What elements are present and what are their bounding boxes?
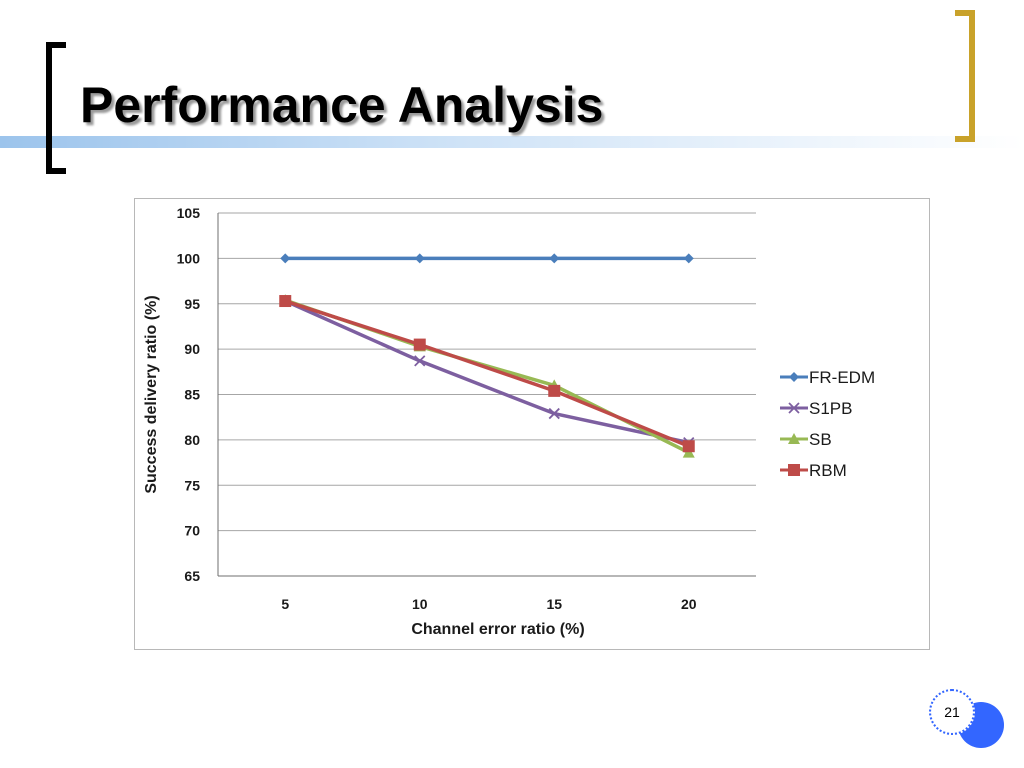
y-tick-label: 95	[184, 296, 200, 312]
data-point-rbm	[548, 384, 561, 397]
legend-label: S1PB	[809, 399, 852, 418]
data-point-fr-edm	[549, 253, 560, 264]
y-tick-label: 70	[184, 523, 200, 539]
data-point-s1pb	[414, 355, 426, 367]
data-point-fr-edm	[414, 253, 425, 264]
line-chart: 65 70 75 80 85 90 95 100 105 5 10 15 20 Channel error…	[143, 205, 875, 638]
x-tick-label: 10	[412, 596, 428, 612]
series-line-rbm	[284, 299, 690, 448]
x-axis-title: Channel error ratio (%)	[411, 621, 584, 638]
data-point-rbm	[682, 440, 695, 453]
legend-label: SB	[809, 430, 832, 449]
data-point-fr-edm	[683, 253, 694, 264]
y-tick-label: 100	[177, 250, 201, 266]
data-point-rbm	[413, 338, 426, 351]
data-point-rbm	[279, 295, 292, 308]
legend-marker-sb	[788, 433, 800, 444]
title-underline-bar	[0, 136, 1024, 148]
legend-marker-fr-edm	[789, 372, 799, 382]
y-tick-label: 75	[184, 477, 200, 493]
y-tick-label: 65	[184, 568, 200, 584]
x-tick-label: 15	[546, 596, 562, 612]
x-tick-label: 20	[681, 596, 697, 612]
y-tick-label: 90	[184, 341, 200, 357]
y-tick-label: 105	[177, 205, 201, 221]
x-tick-label: 5	[281, 596, 289, 612]
y-tick-label: 85	[184, 387, 200, 403]
legend-marker-rbm	[788, 464, 800, 476]
y-tick-label: 80	[184, 432, 200, 448]
slide-title: Performance Analysis	[80, 77, 604, 133]
legend-label: FR-EDM	[809, 368, 875, 387]
left-bracket-decoration	[46, 42, 66, 174]
data-point-fr-edm	[280, 253, 291, 264]
page-number-circle-dotted	[929, 689, 975, 735]
series-line-s1pb	[284, 299, 690, 445]
page-number: 21	[944, 704, 960, 720]
legend-label: RBM	[809, 461, 847, 480]
legend-marker-s1pb	[788, 402, 800, 414]
chart-container: 65 70 75 80 85 90 95 100 105 5 10 15 20 Channel error…	[134, 198, 930, 650]
right-bracket-decoration	[955, 10, 975, 142]
y-axis-title: Success delivery ratio (%)	[143, 295, 160, 493]
data-point-s1pb	[548, 407, 560, 420]
